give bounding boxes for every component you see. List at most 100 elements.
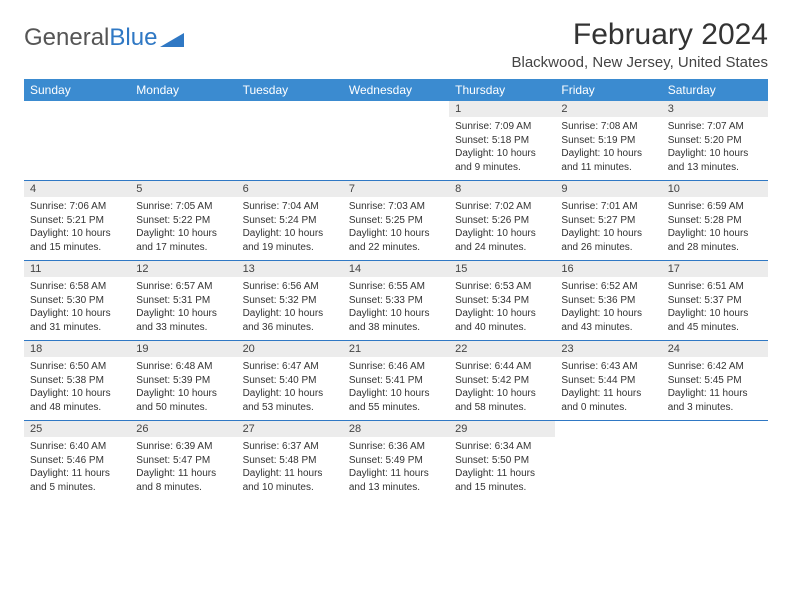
day-number-cell: 19 [130, 341, 236, 358]
daylight: Daylight: 11 hours and 13 minutes. [349, 467, 443, 494]
day-detail-cell: Sunrise: 6:53 AMSunset: 5:34 PMDaylight:… [449, 277, 555, 341]
day-detail-cell [237, 117, 343, 181]
day-number-cell: 26 [130, 421, 236, 438]
sunset: Sunset: 5:44 PM [561, 374, 655, 388]
day-number-cell: 18 [24, 341, 130, 358]
daylight: Daylight: 10 hours and 33 minutes. [136, 307, 230, 334]
day-number-cell: 7 [343, 181, 449, 198]
sunrise: Sunrise: 6:57 AM [136, 280, 230, 294]
day-number-cell: 14 [343, 261, 449, 278]
sunrise: Sunrise: 7:08 AM [561, 120, 655, 134]
logo: GeneralBlue [24, 18, 184, 52]
day-detail-cell [555, 437, 661, 500]
day-detail-cell: Sunrise: 7:08 AMSunset: 5:19 PMDaylight:… [555, 117, 661, 181]
day-number-cell: 20 [237, 341, 343, 358]
day-number-cell: 23 [555, 341, 661, 358]
day-number-cell: 12 [130, 261, 236, 278]
day-number-cell [130, 101, 236, 117]
month-title: February 2024 [511, 18, 768, 52]
sunset: Sunset: 5:47 PM [136, 454, 230, 468]
sunrise: Sunrise: 6:43 AM [561, 360, 655, 374]
day-number-cell: 17 [662, 261, 768, 278]
title-block: February 2024 Blackwood, New Jersey, Uni… [511, 18, 768, 71]
day-detail-cell: Sunrise: 6:51 AMSunset: 5:37 PMDaylight:… [662, 277, 768, 341]
sunset: Sunset: 5:37 PM [668, 294, 762, 308]
day-detail-cell: Sunrise: 6:59 AMSunset: 5:28 PMDaylight:… [662, 197, 768, 261]
day-number-cell [343, 101, 449, 117]
sunset: Sunset: 5:25 PM [349, 214, 443, 228]
daylight: Daylight: 10 hours and 22 minutes. [349, 227, 443, 254]
daynum-row: 45678910 [24, 181, 768, 198]
day-detail-cell: Sunrise: 6:40 AMSunset: 5:46 PMDaylight:… [24, 437, 130, 500]
day-detail-cell [130, 117, 236, 181]
daylight: Daylight: 10 hours and 11 minutes. [561, 147, 655, 174]
day-number-cell: 22 [449, 341, 555, 358]
logo-text-1: General [24, 24, 109, 52]
day-number-cell: 4 [24, 181, 130, 198]
detail-row: Sunrise: 7:06 AMSunset: 5:21 PMDaylight:… [24, 197, 768, 261]
sunrise: Sunrise: 7:02 AM [455, 200, 549, 214]
day-detail-cell: Sunrise: 7:01 AMSunset: 5:27 PMDaylight:… [555, 197, 661, 261]
location: Blackwood, New Jersey, United States [511, 54, 768, 71]
daynum-row: 123 [24, 101, 768, 117]
sunset: Sunset: 5:33 PM [349, 294, 443, 308]
daylight: Daylight: 10 hours and 48 minutes. [30, 387, 124, 414]
day-number-cell: 9 [555, 181, 661, 198]
day-number-cell: 29 [449, 421, 555, 438]
sunset: Sunset: 5:28 PM [668, 214, 762, 228]
sunset: Sunset: 5:20 PM [668, 134, 762, 148]
day-number-cell: 2 [555, 101, 661, 117]
sunrise: Sunrise: 6:55 AM [349, 280, 443, 294]
daylight: Daylight: 11 hours and 15 minutes. [455, 467, 549, 494]
sunrise: Sunrise: 6:50 AM [30, 360, 124, 374]
sunrise: Sunrise: 6:36 AM [349, 440, 443, 454]
sunset: Sunset: 5:22 PM [136, 214, 230, 228]
sunset: Sunset: 5:49 PM [349, 454, 443, 468]
detail-row: Sunrise: 6:40 AMSunset: 5:46 PMDaylight:… [24, 437, 768, 500]
sunset: Sunset: 5:32 PM [243, 294, 337, 308]
day-detail-cell: Sunrise: 7:05 AMSunset: 5:22 PMDaylight:… [130, 197, 236, 261]
sunrise: Sunrise: 7:04 AM [243, 200, 337, 214]
dh-thu: Thursday [449, 79, 555, 101]
sunrise: Sunrise: 6:39 AM [136, 440, 230, 454]
daylight: Daylight: 10 hours and 53 minutes. [243, 387, 337, 414]
dh-sun: Sunday [24, 79, 130, 101]
day-detail-cell: Sunrise: 6:34 AMSunset: 5:50 PMDaylight:… [449, 437, 555, 500]
sunrise: Sunrise: 7:07 AM [668, 120, 762, 134]
daylight: Daylight: 10 hours and 36 minutes. [243, 307, 337, 334]
sunrise: Sunrise: 6:40 AM [30, 440, 124, 454]
daylight: Daylight: 10 hours and 17 minutes. [136, 227, 230, 254]
sunset: Sunset: 5:45 PM [668, 374, 762, 388]
sunset: Sunset: 5:39 PM [136, 374, 230, 388]
header: GeneralBlue February 2024 Blackwood, New… [24, 18, 768, 71]
detail-row: Sunrise: 6:50 AMSunset: 5:38 PMDaylight:… [24, 357, 768, 421]
day-detail-cell: Sunrise: 6:36 AMSunset: 5:49 PMDaylight:… [343, 437, 449, 500]
day-detail-cell: Sunrise: 6:56 AMSunset: 5:32 PMDaylight:… [237, 277, 343, 341]
sunrise: Sunrise: 6:47 AM [243, 360, 337, 374]
sunset: Sunset: 5:48 PM [243, 454, 337, 468]
day-number-cell: 27 [237, 421, 343, 438]
day-number-cell: 15 [449, 261, 555, 278]
day-detail-cell: Sunrise: 6:44 AMSunset: 5:42 PMDaylight:… [449, 357, 555, 421]
day-detail-cell: Sunrise: 6:55 AMSunset: 5:33 PMDaylight:… [343, 277, 449, 341]
day-detail-cell: Sunrise: 7:06 AMSunset: 5:21 PMDaylight:… [24, 197, 130, 261]
sunset: Sunset: 5:21 PM [30, 214, 124, 228]
sunrise: Sunrise: 7:05 AM [136, 200, 230, 214]
sunset: Sunset: 5:30 PM [30, 294, 124, 308]
daylight: Daylight: 10 hours and 58 minutes. [455, 387, 549, 414]
dh-tue: Tuesday [237, 79, 343, 101]
daylight: Daylight: 10 hours and 13 minutes. [668, 147, 762, 174]
daylight: Daylight: 10 hours and 9 minutes. [455, 147, 549, 174]
day-number-cell: 6 [237, 181, 343, 198]
day-number-cell: 5 [130, 181, 236, 198]
detail-row: Sunrise: 7:09 AMSunset: 5:18 PMDaylight:… [24, 117, 768, 181]
sunrise: Sunrise: 7:09 AM [455, 120, 549, 134]
day-detail-cell [24, 117, 130, 181]
daylight: Daylight: 11 hours and 5 minutes. [30, 467, 124, 494]
day-detail-cell: Sunrise: 6:57 AMSunset: 5:31 PMDaylight:… [130, 277, 236, 341]
calendar-table: Sunday Monday Tuesday Wednesday Thursday… [24, 79, 768, 500]
day-detail-cell: Sunrise: 6:43 AMSunset: 5:44 PMDaylight:… [555, 357, 661, 421]
day-detail-cell: Sunrise: 6:58 AMSunset: 5:30 PMDaylight:… [24, 277, 130, 341]
day-detail-cell: Sunrise: 6:48 AMSunset: 5:39 PMDaylight:… [130, 357, 236, 421]
sunrise: Sunrise: 6:52 AM [561, 280, 655, 294]
